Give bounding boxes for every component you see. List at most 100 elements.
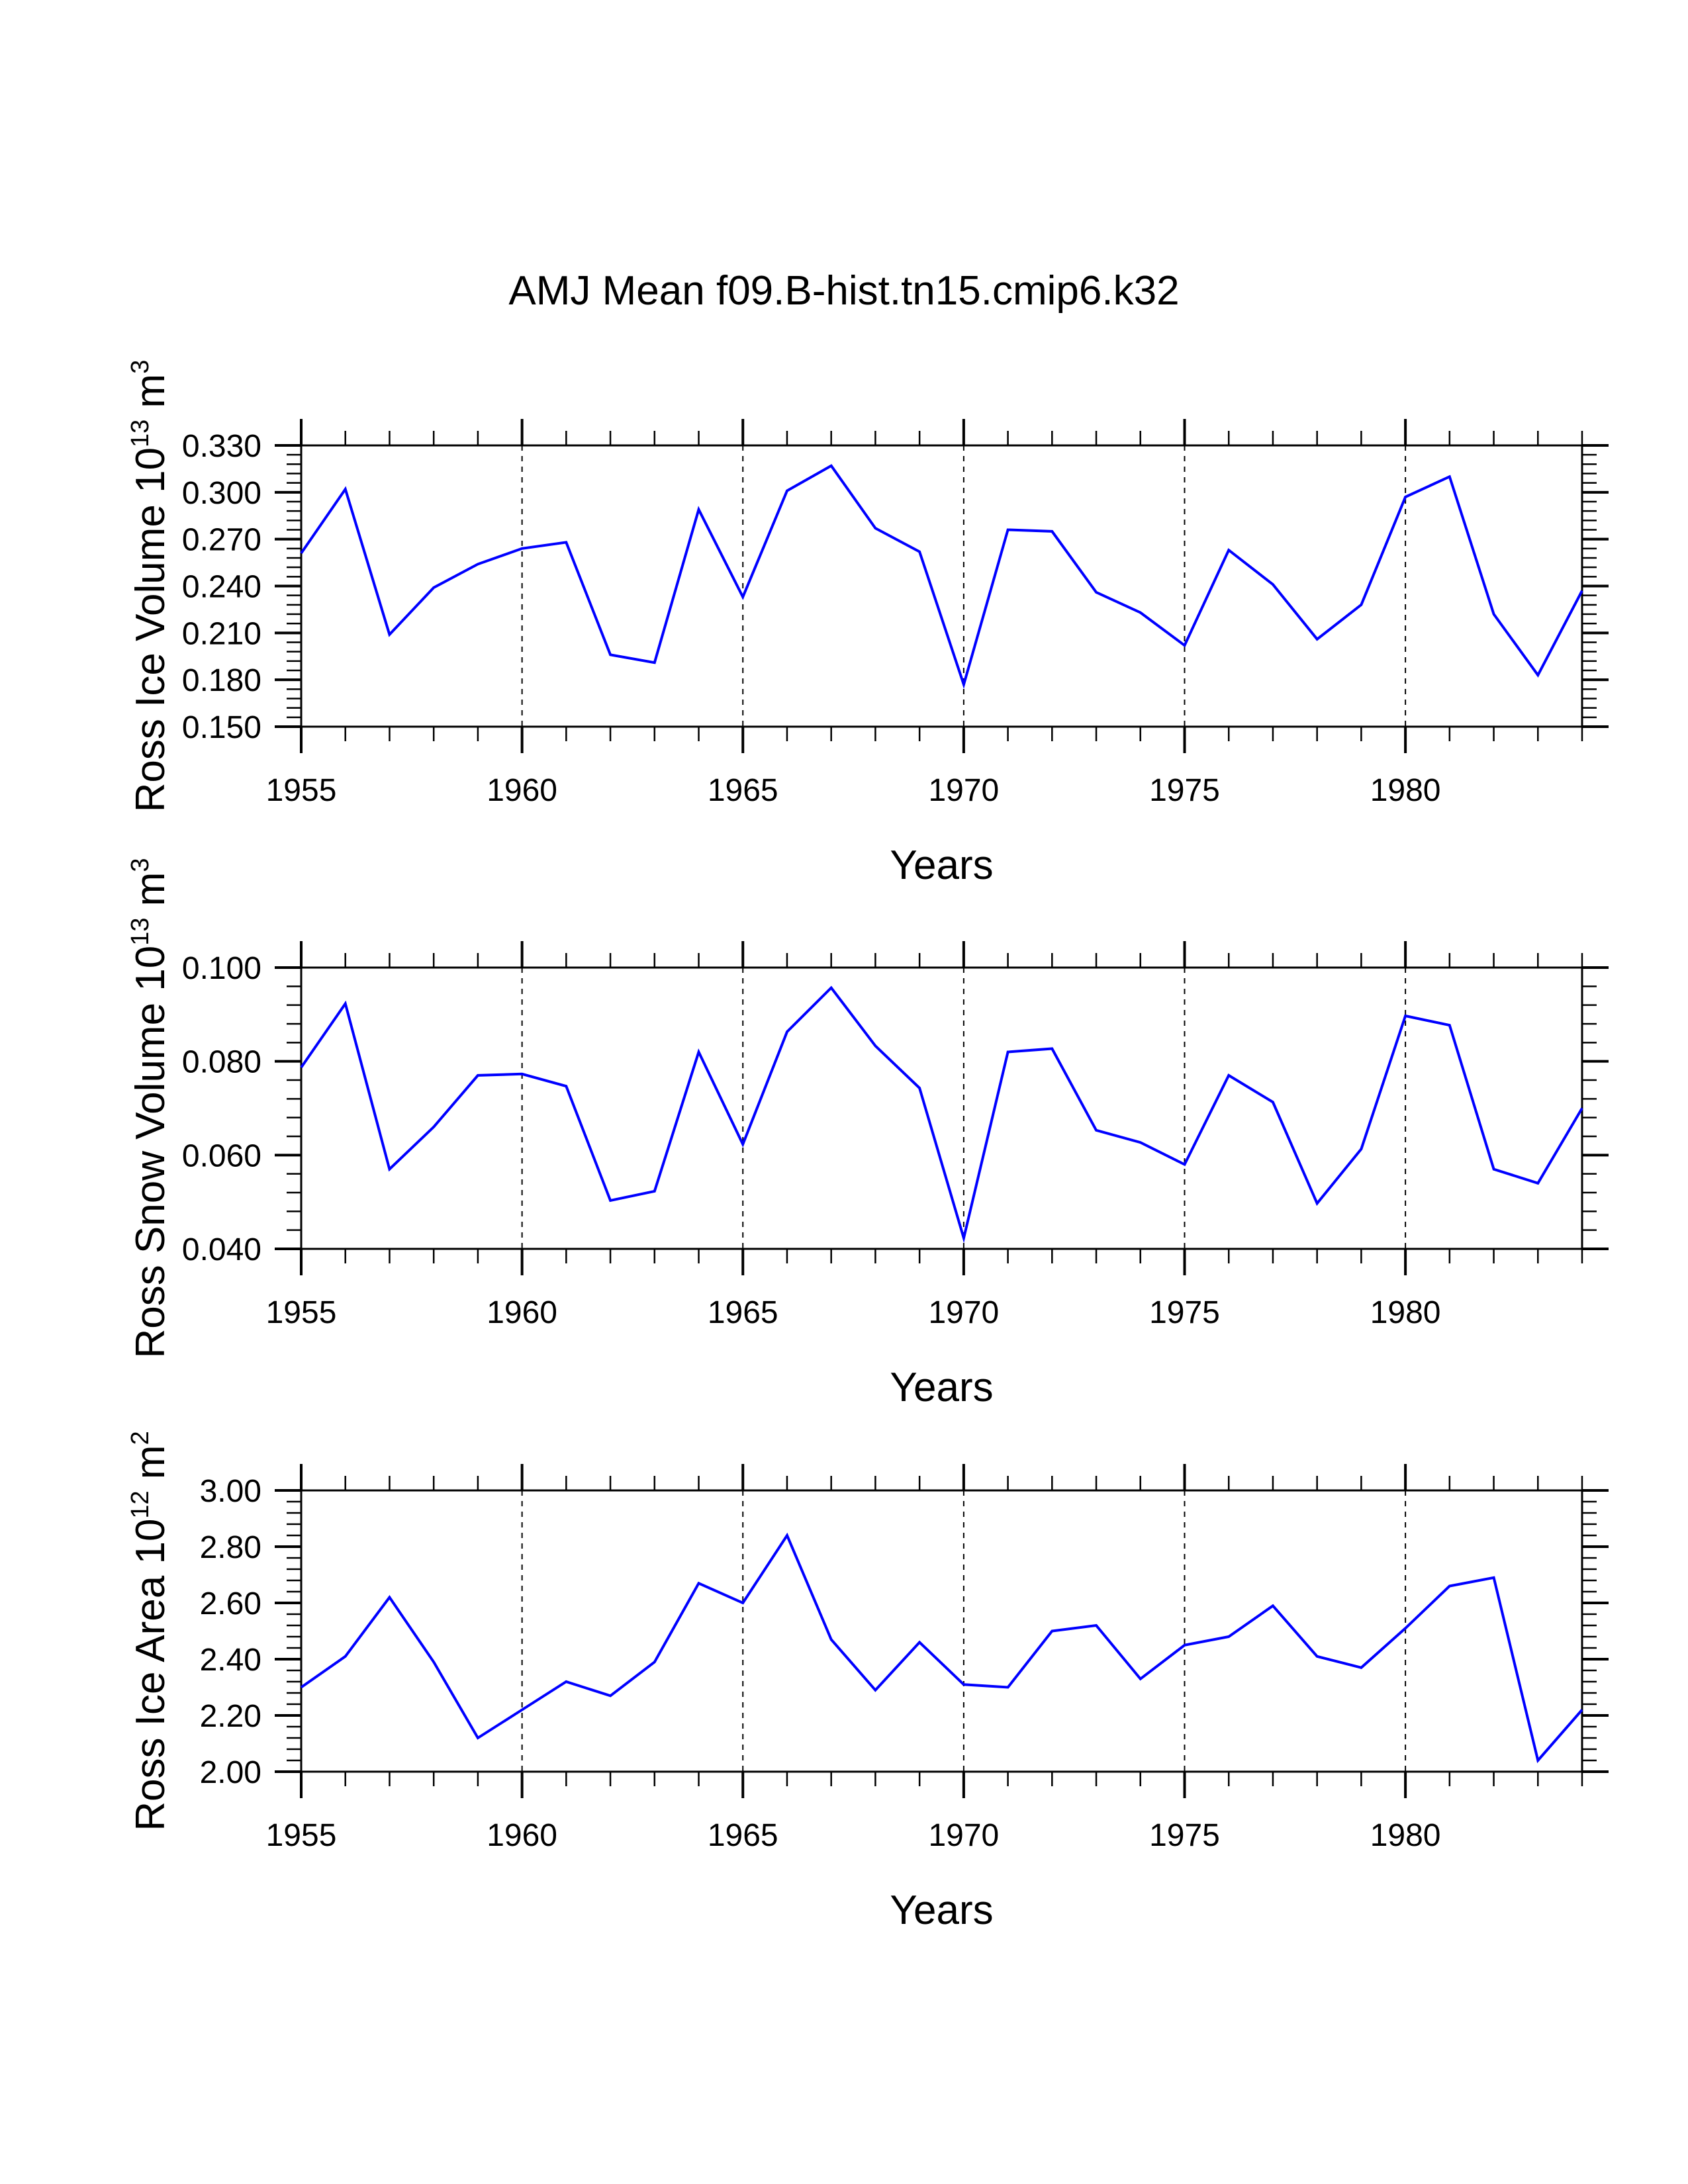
chart-2-data-point	[1050, 1047, 1054, 1051]
chart-1-data-point	[564, 540, 568, 544]
chart-1-data-point	[741, 595, 745, 599]
chart-3-data-point	[299, 1686, 303, 1690]
chart-3-y-tick-label: 2.00	[200, 1755, 261, 1790]
chart-3-data-point	[1139, 1677, 1143, 1681]
chart-3-data-point	[387, 1596, 391, 1600]
chart-3-x-tick-label: 1970	[928, 1818, 999, 1853]
chart-1-x-tick-label: 1970	[928, 773, 999, 808]
chart-1-x-tick-label: 1965	[708, 773, 778, 808]
chart-3-y-tick-label: 2.80	[200, 1530, 261, 1565]
figure-title: AMJ Mean f09.B-hist.tn15.cmip6.k32	[508, 268, 1179, 314]
chart-2-y-tick-label: 0.040	[182, 1232, 261, 1267]
chart-1-y-tick-label: 0.210	[182, 616, 261, 651]
chart-1-data-point	[608, 653, 612, 657]
chart-3-plot-frame	[300, 1489, 1583, 1773]
chart-3-panel: 2.00 2.20 2.40 2.60 2.80 3.00 1955 1960 1965 1970…	[126, 1431, 1609, 1933]
chart-2-data-point	[741, 1142, 745, 1146]
chart-1-data-point	[520, 547, 524, 551]
chart-3-data-point	[697, 1581, 701, 1585]
chart-2-data-point	[653, 1189, 657, 1193]
chart-3-x-tick-label: 1960	[487, 1818, 557, 1853]
chart-3-x-tick-label: 1955	[266, 1818, 337, 1853]
chart-1-data-point	[1315, 637, 1319, 641]
chart-2-y-tick-label: 0.080	[182, 1045, 261, 1080]
chart-3-data-point	[1006, 1686, 1010, 1690]
chart-2-data-point	[299, 1066, 303, 1069]
chart-3-y-axis-label: Ross Ice Area 1012 m2	[126, 1431, 173, 1831]
chart-1-data-point	[1271, 582, 1275, 586]
chart-1-y-tick-label: 0.270	[182, 523, 261, 558]
chart-2-data-point	[1448, 1023, 1452, 1027]
chart-1-data-point	[873, 526, 877, 530]
chart-2-data-point	[344, 1002, 348, 1006]
chart-2-data-point	[564, 1084, 568, 1088]
chart-1-plot-frame	[300, 444, 1583, 728]
chart-3-data-point	[829, 1637, 833, 1641]
chart-2-x-tick-label: 1955	[266, 1295, 337, 1330]
chart-1-y-tick-label: 0.180	[182, 663, 261, 698]
chart-2-x-axis-label: Years	[890, 1365, 993, 1410]
chart-2-data-point	[1536, 1181, 1540, 1185]
chart-2-data-point	[1315, 1201, 1319, 1205]
chart-1-data-point	[387, 633, 391, 637]
chart-3-data-point	[741, 1601, 745, 1605]
chart-2-data-point	[1139, 1140, 1143, 1144]
chart-3-data-point	[1315, 1655, 1319, 1659]
chart-1-data-point	[785, 488, 789, 492]
chart-2-data-point	[1359, 1147, 1363, 1151]
chart-1-data-point	[1094, 590, 1098, 594]
chart-1-data-point	[1448, 475, 1452, 478]
chart-1-series-line	[300, 464, 1583, 690]
chart-3-data-point	[520, 1708, 524, 1712]
chart-1-data-point	[829, 464, 833, 468]
chart-2-data-point	[962, 1236, 966, 1240]
chart-2-data-point	[476, 1073, 480, 1077]
chart-1-data-point	[1403, 495, 1407, 499]
chart-2-data-point	[1094, 1128, 1098, 1132]
chart-3-series-line	[300, 1532, 1583, 1764]
chart-2-x-tick-label: 1980	[1370, 1295, 1441, 1330]
chart-2-y-axis-label: Ross Snow Volume 1013 m3	[126, 858, 173, 1358]
chart-1-data-point	[432, 586, 436, 590]
chart-2-data-point	[1492, 1167, 1496, 1171]
chart-3-y-tick-label: 2.40	[200, 1643, 261, 1678]
chart-3-x-tick-label: 1965	[708, 1818, 778, 1853]
chart-3-data-point	[1050, 1629, 1054, 1633]
chart-3-data-point	[1536, 1758, 1540, 1762]
chart-2-data-point	[1006, 1050, 1010, 1054]
chart-2-data-point	[520, 1072, 524, 1076]
chart-2-data-point	[829, 985, 833, 989]
chart-3-data-point	[1094, 1623, 1098, 1627]
chart-1-data-point	[1359, 603, 1363, 607]
chart-3-data-point	[476, 1736, 480, 1740]
chart-1-y-tick-label: 0.150	[182, 710, 261, 745]
chart-2-data-point	[387, 1167, 391, 1171]
chart-1-y-axis-label: Ross Ice Volume 1013 m3	[126, 360, 173, 813]
chart-3-data-point	[1492, 1576, 1496, 1580]
chart-2-x-tick-label: 1970	[928, 1295, 999, 1330]
chart-3-data-point	[1359, 1666, 1363, 1670]
chart-2-data-point	[1271, 1100, 1275, 1104]
chart-3-data-point	[785, 1533, 789, 1537]
chart-2-data-point	[1403, 1014, 1407, 1018]
chart-1-data-point	[299, 551, 303, 555]
chart-3-data-point	[564, 1680, 568, 1684]
chart-2-x-tick-label: 1965	[708, 1295, 778, 1330]
chart-2-data-point	[432, 1125, 436, 1129]
chart-3-x-axis-label: Years	[890, 1888, 993, 1933]
chart-2-data-point	[785, 1030, 789, 1034]
chart-3-data-point	[1403, 1626, 1407, 1630]
chart-2-y-tick-label: 0.100	[182, 951, 261, 986]
chart-1-data-point	[697, 508, 701, 512]
chart-3-data-point	[1580, 1708, 1584, 1712]
chart-2-x-tick-label: 1960	[487, 1295, 557, 1330]
chart-3-y-tick-label: 2.60	[200, 1586, 261, 1621]
chart-3-data-point	[1182, 1643, 1186, 1647]
chart-3-y-tick-label: 2.20	[200, 1699, 261, 1734]
chart-3-data-point	[432, 1660, 436, 1664]
chart-1-x-tick-label: 1980	[1370, 773, 1441, 808]
chart-1-data-point	[1580, 589, 1584, 593]
chart-2-data-point	[1182, 1163, 1186, 1167]
chart-2-plot-frame	[300, 966, 1583, 1250]
